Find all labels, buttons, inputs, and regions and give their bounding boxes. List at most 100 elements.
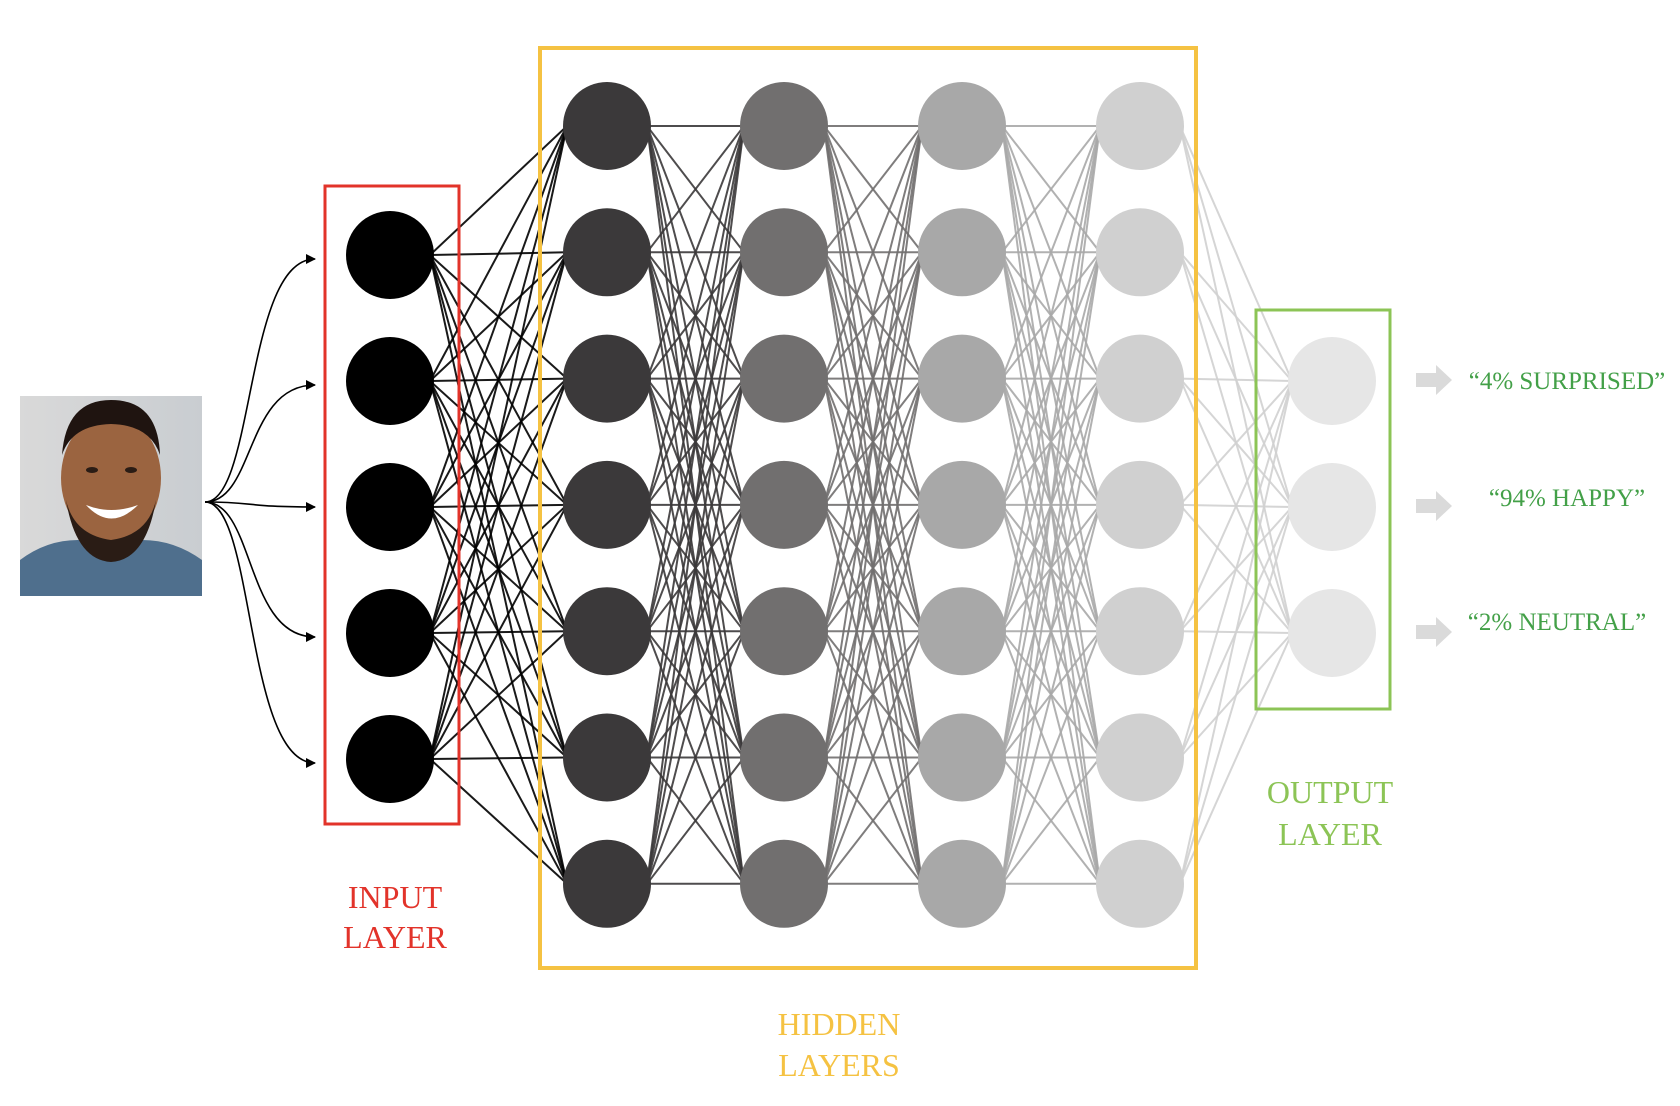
connection-hidden-1: [646, 125, 745, 758]
hidden-4-node-5: [1096, 587, 1184, 676]
connection-hidden-4: [1179, 632, 1293, 885]
hidden-4-node-2: [1096, 208, 1184, 297]
output-node-3: [1288, 589, 1376, 677]
connection-hidden-3: [1001, 378, 1101, 884]
input-arrow-2: [204, 380, 316, 503]
connection-input: [429, 252, 568, 760]
connection-hidden-3: [1001, 125, 1101, 379]
connection-hidden-4: [1179, 125, 1293, 382]
connection-input: [429, 125, 568, 382]
connection-hidden-3: [1001, 630, 1101, 885]
hidden-2-node-1: [740, 82, 828, 170]
input-node-2: [346, 337, 434, 425]
hidden-2-node-7: [740, 839, 828, 928]
input-arrow-3: [204, 501, 316, 512]
hidden-2-node-3: [740, 334, 828, 423]
input-arrows: [204, 254, 316, 768]
connection-hidden-4: [1179, 506, 1293, 885]
connection-hidden-1: [646, 125, 745, 884]
hidden-1-node-5: [563, 587, 651, 676]
connection-hidden-1: [646, 125, 745, 253]
connection-input: [429, 504, 568, 760]
connection-hidden-4: [1179, 380, 1293, 632]
connection-input: [429, 758, 568, 885]
hidden-4-node-4: [1096, 460, 1184, 549]
input-node-5: [346, 715, 434, 803]
output-arrows: [1416, 365, 1452, 647]
output-arrow-icon-2: [1416, 491, 1452, 521]
connection-hidden-1: [646, 252, 745, 884]
hidden-3-node-5: [918, 587, 1006, 676]
input-arrow-1: [204, 254, 316, 503]
output-node-1: [1288, 337, 1376, 425]
connection-hidden-2: [823, 125, 923, 379]
hidden-2-node-2: [740, 208, 828, 297]
hidden-1-node-1: [563, 82, 651, 170]
output-label-happy: “94% HAPPY”: [1489, 485, 1645, 512]
hidden-3-node-1: [918, 82, 1006, 170]
connection-hidden-3: [1001, 125, 1101, 253]
hidden-1-node-4: [563, 460, 651, 549]
hidden-1-node-7: [563, 839, 651, 928]
hidden-3-node-7: [918, 839, 1006, 928]
connection-hidden-1: [646, 756, 745, 885]
hidden-1-node-6: [563, 713, 651, 802]
input-node-3: [346, 463, 434, 551]
connection-hidden-1: [646, 125, 745, 632]
hidden-1-node-3: [563, 334, 651, 423]
output-node-2: [1288, 463, 1376, 551]
connection-hidden-2: [823, 125, 923, 884]
output-layer-label-line2: LAYER: [1278, 816, 1382, 852]
output-arrow-icon-1: [1416, 365, 1452, 395]
hidden-3-node-4: [918, 460, 1006, 549]
connection-input: [429, 125, 568, 256]
connection-hidden-3: [1001, 252, 1101, 884]
hidden-2-node-5: [740, 587, 828, 676]
connection-input: [429, 125, 568, 760]
network-connections: [429, 125, 1293, 885]
input-arrow-4: [204, 501, 316, 642]
input-photo: [20, 396, 202, 596]
connection-hidden-2: [823, 252, 923, 884]
connection-hidden-3: [1001, 756, 1101, 885]
hidden-4-node-1: [1096, 82, 1184, 170]
output-layer-label-line1: OUTPUT: [1267, 774, 1394, 810]
hidden-1-node-2: [563, 208, 651, 297]
output-label-neutral: “2% NEUTRAL”: [1468, 609, 1646, 636]
connection-hidden-1: [646, 630, 745, 885]
connection-input: [429, 756, 568, 760]
input-arrow-5: [204, 501, 316, 768]
hidden-layers-box: [538, 46, 1198, 970]
connection-hidden-1: [646, 125, 745, 379]
connection-hidden-2: [823, 756, 923, 885]
hidden-layers-label-line2: LAYERS: [778, 1047, 900, 1083]
hidden-3-node-2: [918, 208, 1006, 297]
output-arrow-icon-3: [1416, 617, 1452, 647]
connection-hidden-3: [1001, 125, 1101, 506]
network-nodes: [346, 82, 1376, 928]
output-label-surprised: “4% SURPRISED”: [1469, 368, 1666, 395]
connection-hidden-4: [1179, 380, 1293, 885]
connection-hidden-2: [823, 504, 923, 885]
connection-input: [429, 378, 568, 760]
input-layer-label-line1: INPUT: [348, 879, 443, 915]
connection-input: [429, 630, 568, 760]
output-layer-box: [1254, 308, 1392, 711]
connection-hidden-1: [646, 504, 745, 885]
connection-input: [429, 125, 568, 634]
hidden-4-node-3: [1096, 334, 1184, 423]
hidden-3-node-3: [918, 334, 1006, 423]
connection-hidden-3: [1001, 504, 1101, 885]
connection-hidden-2: [823, 125, 923, 758]
input-layer-label-line2: LAYER: [343, 919, 447, 955]
connection-hidden-4: [1179, 251, 1293, 382]
connection-hidden-2: [823, 125, 923, 632]
connection-hidden-4: [1179, 380, 1293, 758]
connection-input: [429, 125, 568, 508]
connection-hidden-3: [1001, 125, 1101, 632]
hidden-4-node-7: [1096, 839, 1184, 928]
hidden-2-node-4: [740, 460, 828, 549]
connection-hidden-4: [1179, 380, 1293, 506]
input-layer-box: [323, 184, 461, 826]
